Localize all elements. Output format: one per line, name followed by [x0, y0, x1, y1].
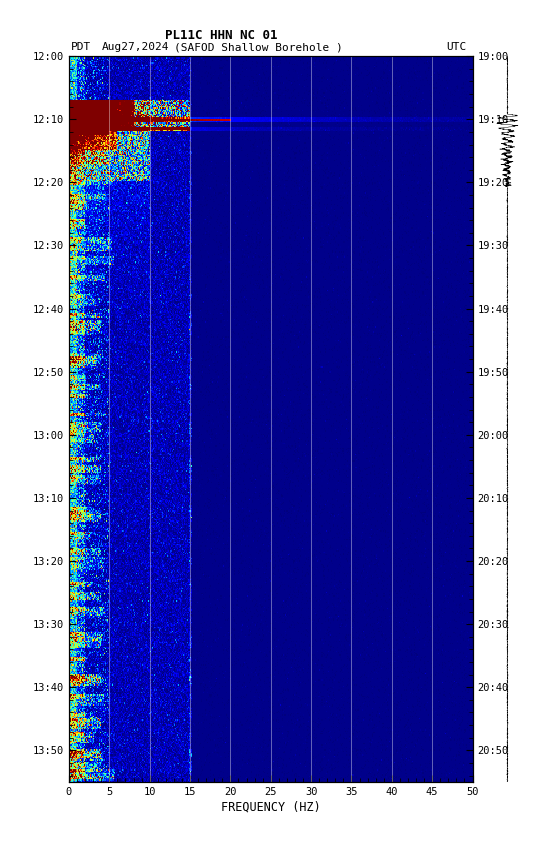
Text: Aug27,2024: Aug27,2024: [102, 42, 169, 53]
Text: PL11C HHN NC 01: PL11C HHN NC 01: [164, 29, 277, 41]
Text: (SAFOD Shallow Borehole ): (SAFOD Shallow Borehole ): [174, 42, 343, 53]
Text: PDT: PDT: [71, 42, 91, 53]
X-axis label: FREQUENCY (HZ): FREQUENCY (HZ): [221, 801, 321, 814]
Text: UTC: UTC: [446, 42, 466, 53]
